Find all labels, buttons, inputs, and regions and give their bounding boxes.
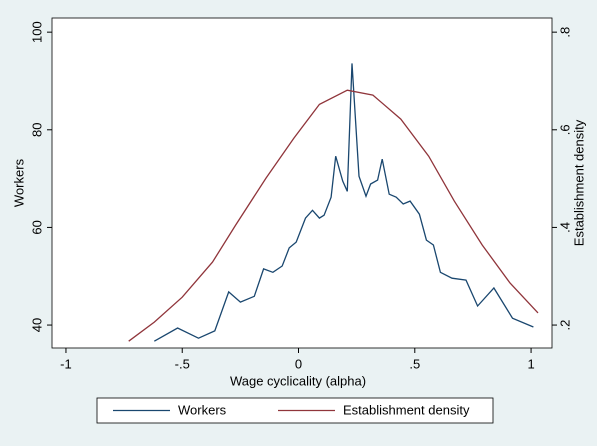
y2-tick-label: .4 bbox=[557, 222, 572, 233]
x-tick-label: 0 bbox=[295, 356, 302, 371]
y-tick-label: 80 bbox=[29, 123, 44, 137]
x-axis-label: Wage cyclicality (alpha) bbox=[230, 373, 366, 388]
y-axis-label: Workers bbox=[11, 158, 26, 207]
series-line bbox=[153, 63, 534, 342]
y2-tick-label: .2 bbox=[557, 320, 572, 331]
y-tick-label: 100 bbox=[29, 21, 44, 43]
plot-area bbox=[51, 17, 553, 349]
y-tick-label: 60 bbox=[29, 220, 44, 234]
y2-tick-label: .6 bbox=[557, 124, 572, 135]
x-tick-label: -.5 bbox=[175, 356, 190, 371]
series-line bbox=[128, 89, 539, 342]
x-tick-label: -1 bbox=[60, 356, 72, 371]
y-tick-label: 40 bbox=[29, 318, 44, 332]
legend-label: Workers bbox=[178, 402, 227, 417]
y2-axis-label: Establishment density bbox=[571, 119, 586, 246]
y2-tick-label: .8 bbox=[557, 27, 572, 38]
x-tick-label: .5 bbox=[409, 356, 420, 371]
legend-label: Establishment density bbox=[343, 402, 470, 417]
x-tick-label: 1 bbox=[527, 356, 534, 371]
